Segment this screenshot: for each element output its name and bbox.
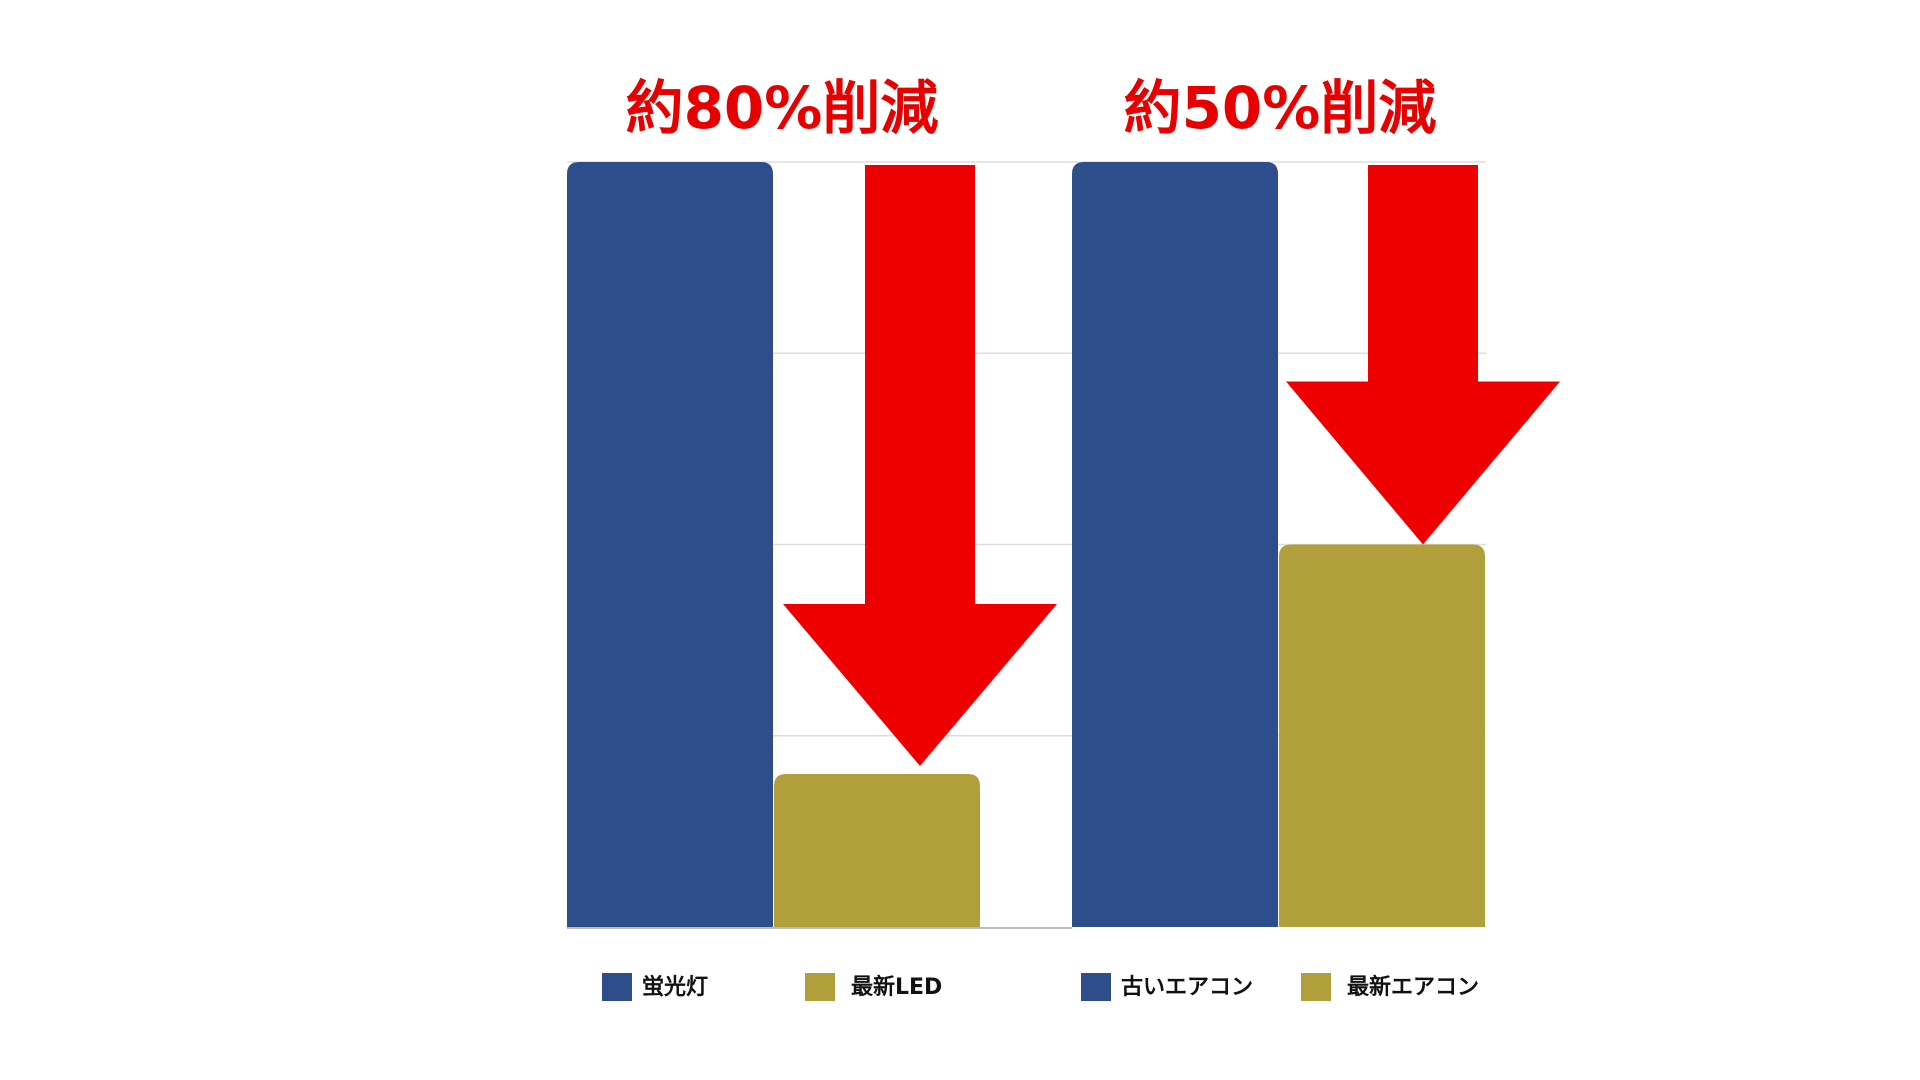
reduction-arrow	[1286, 165, 1560, 545]
bar	[567, 162, 773, 927]
annotation: 約50%削減	[1124, 74, 1437, 142]
legend-label: 蛍光灯	[642, 974, 708, 1000]
legend-label: 最新LED	[851, 974, 942, 1000]
annotation: 約80%削減	[626, 74, 939, 142]
bar	[1072, 162, 1278, 927]
bar	[1279, 544, 1485, 927]
legend-swatch	[602, 973, 632, 1001]
reduction-arrow	[783, 165, 1057, 766]
legend-swatch	[805, 973, 835, 1001]
legend-swatch	[1301, 973, 1331, 1001]
bar	[774, 774, 980, 927]
legend-swatch	[1081, 973, 1111, 1001]
legend-label: 最新エアコン	[1347, 974, 1479, 1000]
legend-label: 古いエアコン	[1121, 974, 1253, 1000]
